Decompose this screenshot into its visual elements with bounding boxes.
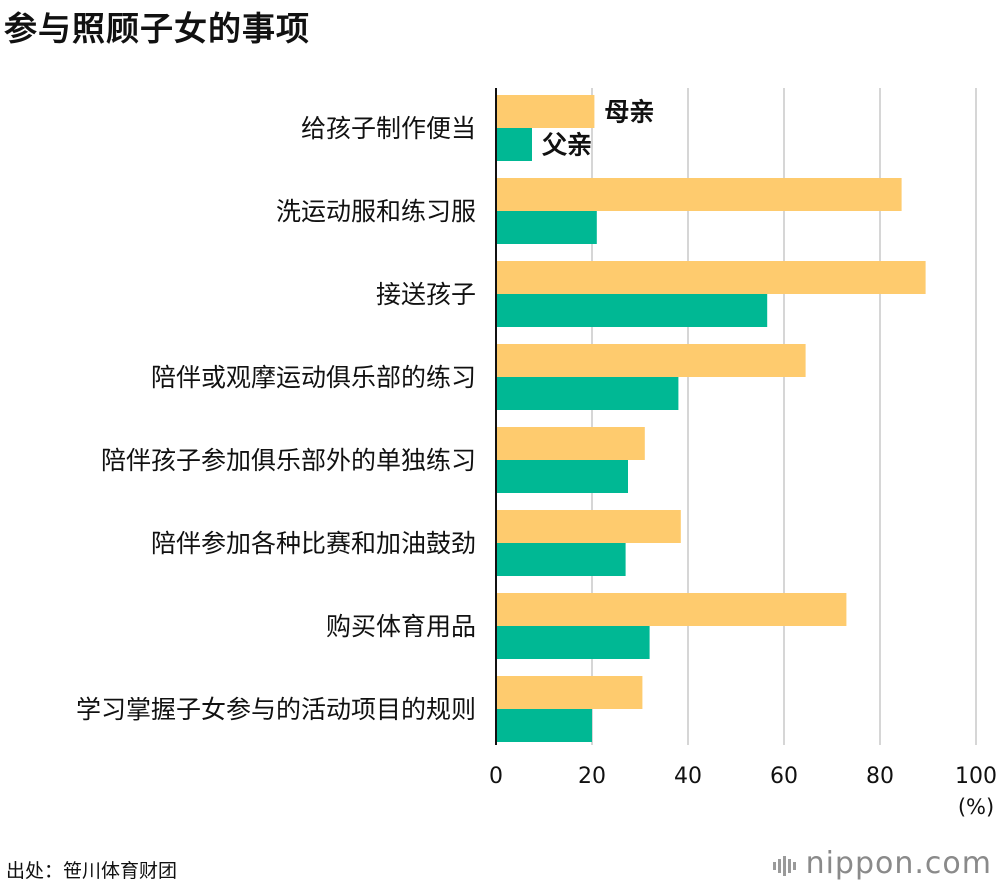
source-note: 出处：笹川体育财团 bbox=[6, 860, 178, 882]
bar-father bbox=[496, 377, 679, 410]
bar-mother bbox=[496, 95, 595, 128]
bar-father bbox=[496, 626, 650, 659]
category-label: 购买体育用品 bbox=[326, 612, 476, 641]
x-tick-label: 60 bbox=[770, 764, 798, 789]
chart-title: 参与照顾子女的事项 bbox=[4, 9, 310, 48]
brand-logo: nippon.com bbox=[772, 846, 992, 882]
logo-bars-icon bbox=[772, 847, 798, 882]
bars bbox=[496, 95, 926, 742]
bar-father bbox=[496, 543, 626, 576]
x-unit-label: (%) bbox=[958, 795, 994, 819]
bar-mother bbox=[496, 178, 902, 211]
category-label: 学习掌握子女参与的活动项目的规则 bbox=[76, 695, 476, 724]
brand-text: nippon.com bbox=[805, 846, 992, 881]
x-tick-label: 0 bbox=[489, 764, 503, 789]
category-label: 陪伴或观摩运动俱乐部的练习 bbox=[151, 363, 476, 392]
category-labels: 给孩子制作便当洗运动服和练习服接送孩子陪伴或观摩运动俱乐部的练习陪伴孩子参加俱乐… bbox=[76, 114, 476, 724]
bar-mother bbox=[496, 676, 643, 709]
category-label: 陪伴孩子参加俱乐部外的单独练习 bbox=[101, 446, 476, 475]
bar-mother bbox=[496, 261, 926, 294]
x-tick-label: 40 bbox=[674, 764, 702, 789]
bar-mother bbox=[496, 593, 847, 626]
bar-father bbox=[496, 128, 532, 161]
category-label: 给孩子制作便当 bbox=[301, 114, 476, 143]
legend-label: 父亲 bbox=[542, 131, 592, 160]
category-label: 接送孩子 bbox=[376, 280, 476, 309]
bar-father bbox=[496, 294, 768, 327]
bar-mother bbox=[496, 344, 806, 377]
x-tick-label: 80 bbox=[866, 764, 894, 789]
x-tick-label: 20 bbox=[578, 764, 606, 789]
bar-mother bbox=[496, 427, 645, 460]
bar-father bbox=[496, 460, 628, 493]
bar-father bbox=[496, 211, 597, 244]
bar-mother bbox=[496, 510, 681, 543]
bar-chart: 给孩子制作便当洗运动服和练习服接送孩子陪伴或观摩运动俱乐部的练习陪伴孩子参加俱乐… bbox=[76, 88, 997, 819]
bar-father bbox=[496, 709, 592, 742]
legend-label: 母亲 bbox=[604, 98, 654, 127]
category-label: 洗运动服和练习服 bbox=[276, 197, 476, 226]
x-tick-label: 100 bbox=[955, 764, 997, 789]
x-tick-labels: 0 20 40 60 80 100 bbox=[489, 764, 997, 789]
category-label: 陪伴参加各种比赛和加油鼓劲 bbox=[151, 529, 476, 558]
